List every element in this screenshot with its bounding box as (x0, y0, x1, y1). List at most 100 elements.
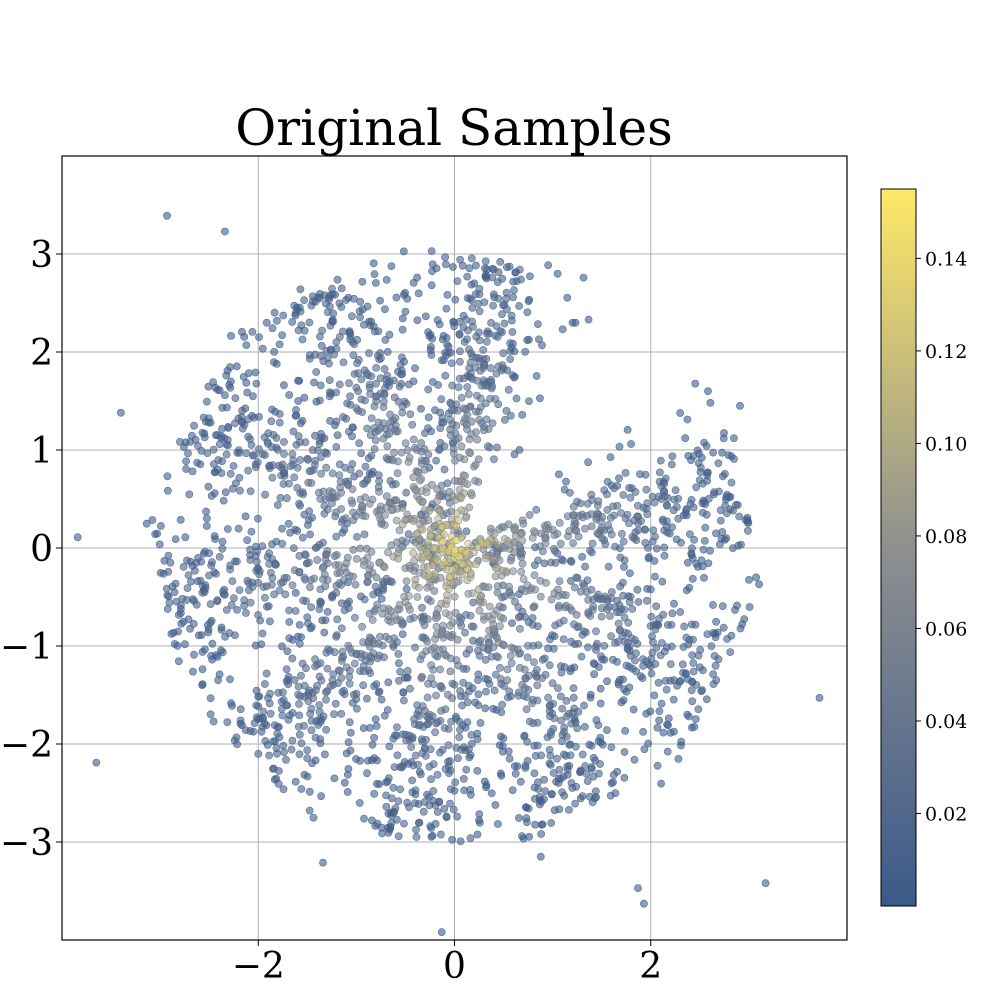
scatter-point (704, 559, 713, 568)
scatter-point (205, 549, 213, 558)
scatter-point (355, 469, 364, 478)
scatter-point (361, 512, 370, 521)
scatter-point (215, 553, 224, 561)
scatter-point (627, 440, 635, 448)
scatter-point (589, 754, 598, 762)
scatter-point (494, 653, 502, 662)
scatter-point (232, 733, 241, 742)
scatter-point (409, 435, 418, 444)
scatter-point (390, 448, 398, 457)
scatter-point (461, 628, 469, 637)
scatter-point (333, 431, 342, 440)
scatter-point (372, 722, 381, 730)
scatter-point (427, 661, 435, 670)
scatter-point (399, 688, 408, 697)
scatter-point (206, 600, 215, 608)
scatter-point (253, 458, 262, 466)
scatter-point (462, 527, 471, 536)
colorbar-tick-label: 0.10 (925, 433, 967, 455)
scatter-point (505, 687, 514, 696)
scatter-point (510, 538, 519, 547)
scatter-point (370, 270, 379, 278)
scatter-point (342, 414, 350, 423)
scatter-point (297, 671, 305, 680)
scatter-point (568, 318, 577, 327)
scatter-point (383, 442, 392, 450)
scatter-point (337, 710, 346, 718)
scatter-point (597, 652, 605, 661)
scatter-point (409, 549, 417, 557)
scatter-point (586, 546, 594, 555)
scatter-point (347, 496, 356, 505)
scatter-point (310, 574, 318, 583)
scatter-point (433, 770, 442, 779)
scatter-point (349, 423, 357, 432)
scatter-point (626, 493, 635, 502)
scatter-point (699, 545, 708, 554)
scatter-point (556, 692, 565, 701)
scatter-point (555, 601, 563, 610)
scatter-point (545, 661, 554, 670)
scatter-point (228, 577, 237, 585)
scatter-point (437, 928, 446, 937)
scatter-point (359, 561, 368, 569)
scatter-point (604, 562, 613, 571)
scatter-point (370, 682, 378, 690)
scatter-point (620, 613, 629, 622)
scatter-point (583, 777, 592, 785)
scatter-point (370, 754, 379, 762)
scatter-point (614, 619, 623, 628)
scatter-point (470, 462, 478, 471)
scatter-point (565, 527, 574, 536)
scatter-point (593, 639, 601, 648)
scatter-point (534, 785, 543, 793)
y-tick-label: 0 (30, 529, 53, 570)
scatter-point (616, 553, 625, 562)
scatter-point (315, 707, 324, 716)
scatter-point (293, 527, 302, 535)
scatter-point (346, 400, 355, 409)
scatter-point (296, 456, 305, 464)
scatter-point (469, 598, 477, 607)
scatter-point (358, 501, 367, 510)
scatter-point (367, 372, 376, 381)
scatter-point (189, 667, 197, 676)
scatter-point (408, 776, 416, 785)
scatter-point (671, 486, 680, 495)
scatter-point (182, 457, 190, 466)
scatter-point (343, 788, 352, 796)
scatter-point (588, 539, 597, 548)
scatter-point (406, 410, 415, 419)
scatter-point (308, 446, 317, 454)
scatter-point (220, 585, 229, 594)
scatter-point (220, 391, 229, 400)
scatter-point (335, 471, 344, 479)
scatter-point (301, 664, 310, 673)
scatter-point (203, 449, 212, 457)
scatter-point (547, 595, 556, 604)
scatter-point (406, 684, 414, 693)
scatter-point (694, 651, 703, 660)
scatter-point (307, 717, 316, 725)
scatter-point (371, 436, 380, 445)
scatter-point (702, 442, 711, 450)
scatter-point (276, 493, 285, 502)
scatter-point (553, 754, 561, 763)
scatter-point (460, 479, 469, 488)
scatter-point (181, 533, 190, 542)
scatter-point (493, 820, 502, 828)
scatter-point (282, 494, 291, 503)
scatter-point (241, 512, 250, 521)
scatter-point (395, 382, 404, 391)
scatter-point (385, 742, 394, 751)
scatter-point (496, 675, 505, 683)
scatter-point (164, 551, 173, 560)
scatter-point (667, 460, 676, 469)
scatter-point (398, 520, 407, 529)
scatter-point (218, 403, 227, 412)
scatter-point (291, 607, 300, 615)
scatter-point (468, 303, 477, 312)
scatter-point (467, 731, 476, 739)
scatter-point (368, 467, 377, 476)
scatter-point (687, 620, 696, 629)
